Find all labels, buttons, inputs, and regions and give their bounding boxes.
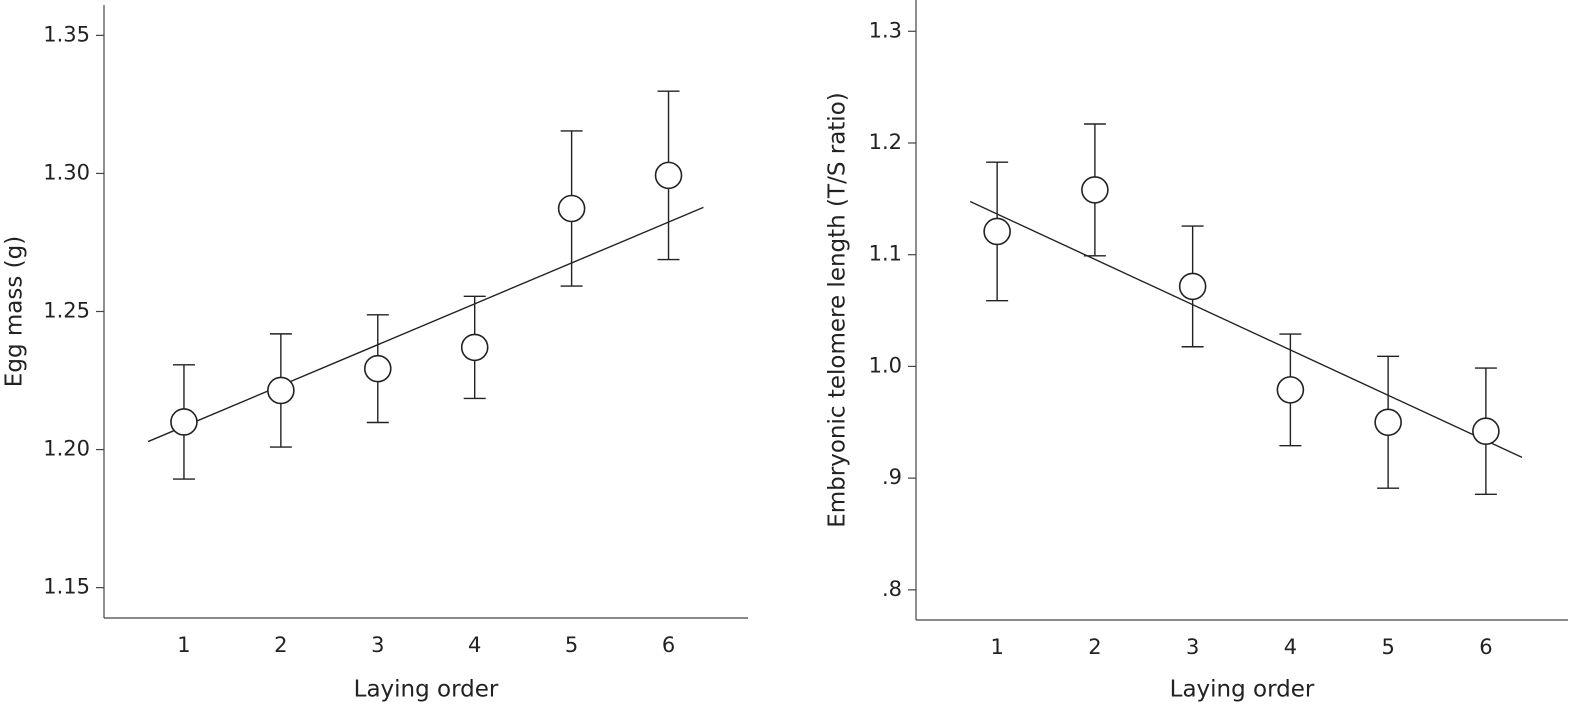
x-tick-label: 6: [662, 633, 675, 657]
y-tick-label: 1.3: [869, 18, 902, 42]
y-tick-label: 1.30: [43, 160, 90, 184]
data-point: [267, 376, 295, 405]
data-point: [1472, 417, 1500, 446]
x-axis-label: Laying order: [1170, 677, 1315, 703]
y-tick-label: 1.0: [869, 353, 902, 377]
x-tick-label: 4: [468, 633, 481, 657]
x-tick-label: 1: [177, 633, 190, 657]
data-point: [460, 333, 489, 362]
data-point: [654, 161, 683, 190]
x-axis-label: Laying order: [354, 677, 499, 703]
x-tick-label: 2: [1088, 635, 1101, 659]
y-tick-label: 1.2: [869, 130, 902, 154]
data-point: [1374, 408, 1402, 437]
data-point: [170, 408, 198, 436]
data-point: [363, 354, 392, 383]
data-point: [1276, 376, 1305, 404]
y-tick-label: .9: [882, 465, 902, 489]
x-tick-label: 5: [1381, 635, 1394, 659]
x-tick-label: 5: [565, 633, 578, 657]
x-tick-label: 3: [371, 633, 384, 657]
y-tick-label: 1.15: [43, 575, 90, 599]
data-point: [1178, 272, 1207, 301]
data-point: [557, 194, 586, 223]
y-axis-label: Egg mass (g): [2, 236, 28, 387]
y-tick-label: 1.25: [43, 299, 90, 323]
data-point: [1081, 176, 1109, 204]
x-tick-label: 2: [274, 633, 287, 657]
y-tick-label: .8: [882, 577, 902, 601]
data-point: [983, 217, 1011, 246]
y-axis-label: Embryonic telomere length (T/S ratio): [825, 92, 851, 528]
x-tick-label: 4: [1284, 635, 1297, 659]
y-tick-label: 1.1: [869, 242, 902, 266]
y-tick-label: 1.20: [43, 437, 90, 461]
fit-line: [147, 206, 704, 443]
x-tick-label: 6: [1479, 635, 1492, 659]
x-tick-label: 1: [990, 635, 1003, 659]
fit-line: [969, 200, 1523, 458]
x-tick-label: 3: [1186, 635, 1199, 659]
y-tick-label: 1.35: [43, 22, 90, 46]
